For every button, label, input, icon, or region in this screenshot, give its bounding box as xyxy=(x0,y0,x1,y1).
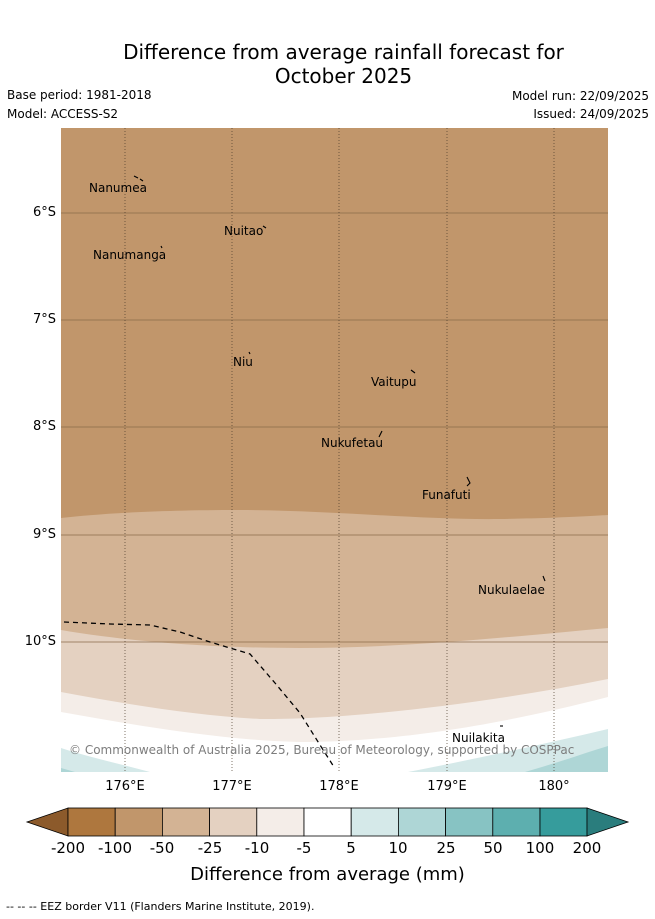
colorbar-title: Difference from average (mm) xyxy=(190,864,465,885)
lon-label-179e: 179°E xyxy=(427,779,467,794)
place-nukufetau: Nukufetau xyxy=(321,436,383,450)
model-run: Model run: 22/09/2025 xyxy=(511,89,649,103)
lat-label-9s: 9°S xyxy=(32,527,56,542)
island-nanumanga-shape xyxy=(160,245,163,249)
colorbar-tick: -5 xyxy=(296,839,312,857)
place-niu: Niu xyxy=(233,355,253,369)
colorbar-cells xyxy=(67,807,588,837)
colorbar-arrow-left xyxy=(25,807,69,837)
colorbar-tick: -25 xyxy=(197,839,223,857)
chart-title: Difference from average rainfall forecas… xyxy=(0,40,655,88)
title-line-1: Difference from average rainfall forecas… xyxy=(123,40,564,64)
colorbar-arrow-right xyxy=(586,807,630,837)
latitude-gridlines xyxy=(61,212,608,643)
colorbar-tick: 25 xyxy=(436,839,456,857)
place-nuitao: Nuitao xyxy=(224,224,263,238)
island-nukulaelae-shape xyxy=(542,575,546,582)
colorbar-tick: 200 xyxy=(572,839,602,857)
colorbar-cell xyxy=(397,807,446,837)
place-vaitupu: Vaitupu xyxy=(371,375,417,389)
colorbar-cell xyxy=(209,807,258,837)
colorbar-tick: -100 xyxy=(97,839,133,857)
island-funafuti-shape xyxy=(466,476,471,487)
copyright-notice: © Commonwealth of Australia 2025, Bureau… xyxy=(69,743,574,757)
island-nanumea-shape xyxy=(133,175,139,179)
colorbar xyxy=(25,807,630,837)
lon-label-176e: 176°E xyxy=(105,779,145,794)
island-niu-shape xyxy=(248,351,251,355)
lat-label-8s: 8°S xyxy=(32,419,56,434)
issued-date: Issued: 24/09/2025 xyxy=(533,107,649,121)
colorbar-cell xyxy=(445,807,494,837)
eez-border xyxy=(63,621,335,768)
colorbar-cell xyxy=(67,807,116,837)
colorbar-tick: 5 xyxy=(346,839,356,857)
lon-label-180: 180° xyxy=(538,779,570,794)
base-period: Base period: 1981-2018 xyxy=(7,88,152,102)
colorbar-tick: -10 xyxy=(244,839,270,857)
place-funafuti: Funafuti xyxy=(422,488,471,502)
place-nukulaelae: Nukulaelae xyxy=(478,583,545,597)
lat-label-7s: 7°S xyxy=(32,312,56,327)
eez-legend: -- -- -- EEZ border V11 (Flanders Marine… xyxy=(6,900,315,913)
colorbar-cell xyxy=(114,807,163,837)
island-nanumea-shape-2 xyxy=(139,178,144,182)
place-nuilakita: Nuilakita xyxy=(452,731,505,745)
zone-5-to-10-west xyxy=(61,748,150,772)
place-nanumea: Nanumea xyxy=(89,181,147,195)
colorbar-cell xyxy=(256,807,305,837)
island-nukufetau-shape xyxy=(378,430,383,438)
colorbar-cell xyxy=(350,807,399,837)
colorbar-cell xyxy=(161,807,210,837)
lat-label-10s: 10°S xyxy=(24,634,56,649)
colorbar-tick: 10 xyxy=(388,839,408,857)
place-nanumanga: Nanumanga xyxy=(93,248,166,262)
colorbar-cell xyxy=(492,807,541,837)
island-vaitupu-shape xyxy=(410,369,416,374)
model-name: Model: ACCESS-S2 xyxy=(7,107,119,121)
zone-10-to-25-west xyxy=(61,768,75,772)
lon-label-177e: 177°E xyxy=(212,779,252,794)
colorbar-tick: 100 xyxy=(525,839,555,857)
longitude-gridlines xyxy=(124,128,555,772)
colorbar-tick: -50 xyxy=(149,839,175,857)
title-line-2: October 2025 xyxy=(274,64,413,88)
lon-label-178e: 178°E xyxy=(319,779,359,794)
colorbar-cell xyxy=(303,807,352,837)
island-shapes xyxy=(133,175,546,727)
lat-label-6s: 6°S xyxy=(32,205,56,220)
island-nuitao-shape xyxy=(262,225,267,229)
zone-near-average xyxy=(61,697,608,772)
zone-5-to-10-east xyxy=(408,729,608,772)
zone-10-to-25-east xyxy=(525,746,608,772)
colorbar-tick: -200 xyxy=(50,839,86,857)
colorbar-cell xyxy=(539,807,588,837)
colorbar-tick: 50 xyxy=(483,839,503,857)
